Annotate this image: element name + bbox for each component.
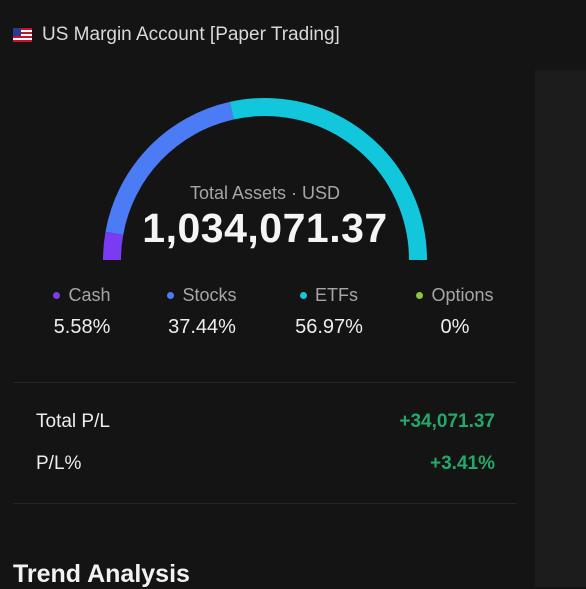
options-dot-icon [416,292,424,299]
legend-etfs: ETFs 56.97% [274,285,384,339]
pl-percent-value: +3.41% [430,453,495,474]
total-pl-value: +34,071.37 [399,411,495,432]
total-assets-label: Total Assets · USD [189,183,341,203]
gauge-segment-cash [103,231,124,261]
gauge-segment-stocks [105,101,234,235]
divider [13,503,516,504]
stocks-dot-icon [167,292,175,299]
account-name: US Margin Account [Paper Trading] [42,24,340,45]
account-selector[interactable]: US Margin Account [Paper Trading] [13,22,340,48]
trend-analysis-title: Trend Analysis [13,560,190,588]
legend-cash: Cash 5.58% [27,285,137,339]
top-bar: US Margin Account [Paper Trading] [0,0,586,70]
legend-label: ETFs [315,285,358,305]
gauge-segment-etfs [229,98,427,261]
us-flag-icon [13,28,32,42]
legend-label: Options [431,285,494,305]
legend-options: Options 0% [400,285,510,339]
legend-stocks: Stocks 37.44% [147,285,257,339]
legend-value: 5.58% [53,316,111,338]
total-pl-label: Total P/L [36,411,110,432]
legend-value: 37.44% [168,316,236,338]
divider [13,382,516,383]
etfs-dot-icon [300,292,307,299]
legend-value: 56.97% [295,316,363,338]
legend-value: 0% [440,316,470,338]
right-panel [535,70,586,587]
allocation-gauge [103,98,427,261]
legend-label: Cash [68,285,111,305]
total-assets-value: 1,034,071.37 [142,205,388,251]
pl-percent-row: P/L% +3.41% [36,453,495,475]
total-pl-row: Total P/L +34,071.37 [36,411,495,433]
cash-dot-icon [53,292,61,299]
legend-label: Stocks [182,285,237,305]
pl-percent-label: P/L% [36,453,82,474]
